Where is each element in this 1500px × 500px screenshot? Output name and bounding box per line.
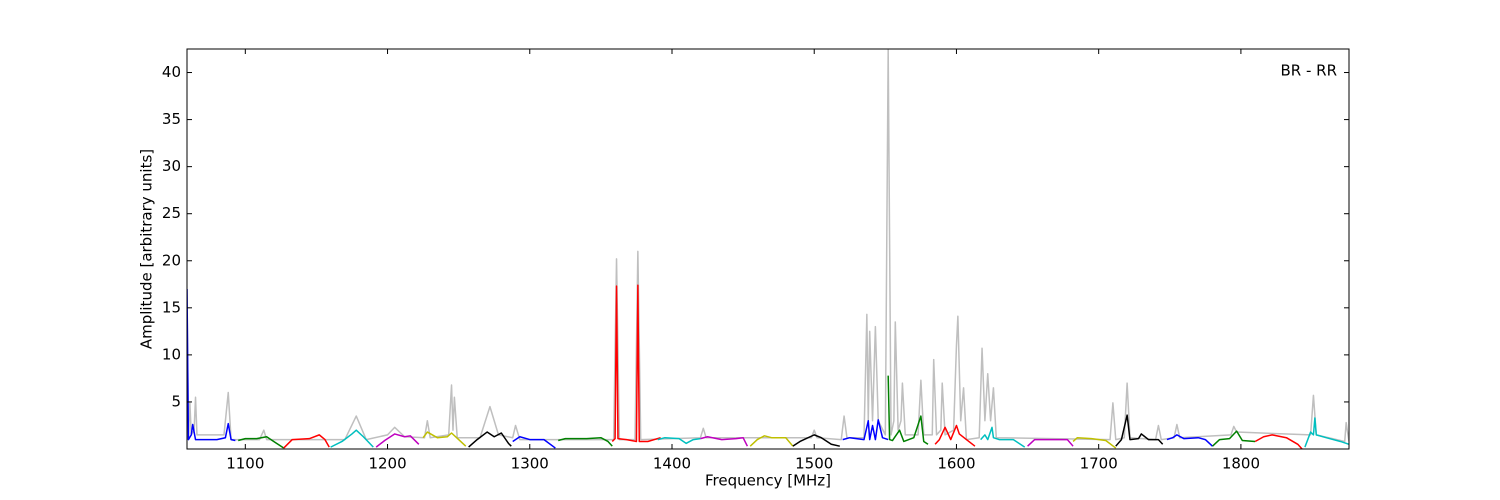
spectrum-line: [1115, 414, 1164, 447]
spectrum-line: [842, 419, 889, 441]
spectrum-line: [934, 424, 976, 447]
spectrum-line: [980, 426, 1026, 448]
spectrum-line: [611, 284, 661, 443]
spectrum-line: [422, 431, 467, 447]
x-tick-label: 1600: [937, 455, 975, 473]
spectrum-line: [792, 434, 840, 447]
spectrum-line: [1304, 417, 1349, 448]
spectrum-line: [749, 435, 794, 447]
x-tick-label: 1800: [1222, 455, 1260, 473]
spectrum-line: [558, 436, 613, 447]
y-tick-label: 35: [162, 110, 181, 128]
y-axis-label: Amplitude [arbitrary units]: [138, 149, 156, 349]
y-tick-label: 25: [162, 204, 181, 222]
spectrum-line: [1072, 436, 1117, 449]
y-tick-label: 15: [162, 298, 181, 316]
spectrum-line: [1027, 438, 1074, 447]
x-tick-label: 1700: [1080, 455, 1118, 473]
y-tick-label: 40: [162, 63, 181, 81]
x-tick-label: 1500: [795, 455, 833, 473]
x-tick-label: 1300: [511, 455, 549, 473]
x-axis-label: Frequency [MHz]: [705, 472, 831, 490]
y-tick-label: 20: [162, 251, 181, 269]
spectrum-line: [187, 49, 1349, 443]
y-tick-label: 30: [162, 157, 181, 175]
y-tick-label: 10: [162, 345, 181, 363]
x-tick-label: 1100: [226, 455, 264, 473]
plot-lines: [187, 49, 1349, 449]
plot-frame: [186, 48, 1350, 450]
spectrum-line: [330, 429, 374, 448]
spectrum-line: [283, 434, 330, 449]
spectrum-line: [657, 436, 701, 445]
annotation: BR - RR: [1280, 62, 1337, 80]
spectrum-line: [887, 375, 929, 445]
y-tick-label: 5: [171, 392, 181, 410]
spectrum-line: [512, 436, 556, 449]
spectrum-line: [1254, 434, 1303, 449]
spectrum-line: [187, 288, 236, 442]
spectrum-line: [375, 433, 420, 448]
spectrum-line: [1211, 430, 1256, 447]
spectrum-line: [238, 436, 285, 449]
x-tick-label: 1200: [368, 455, 406, 473]
spectrum-line: [700, 436, 749, 447]
x-tick-label: 1400: [653, 455, 691, 473]
spectrum-line: [468, 431, 512, 448]
spectrum-line: [1166, 434, 1213, 447]
